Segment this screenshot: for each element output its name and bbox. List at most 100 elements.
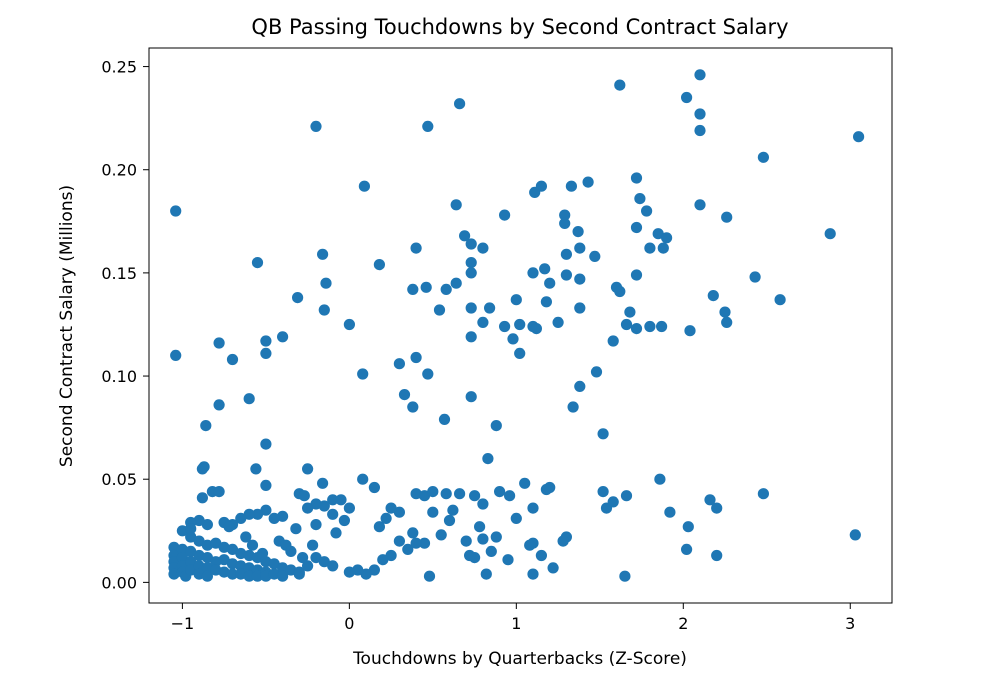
data-point [519,477,531,489]
data-point [235,512,247,525]
data-point [277,331,289,343]
data-point [243,570,255,582]
data-point [477,316,489,328]
data-point [704,494,716,506]
data-point [185,523,197,535]
data-point [440,283,452,295]
data-point [433,304,446,316]
y-tick-label: 0.25 [101,58,137,77]
data-point [757,488,770,500]
data-point [474,521,486,533]
data-point [681,543,693,556]
data-point [317,477,329,489]
data-point [251,570,264,582]
data-point [243,508,255,520]
data-point [318,304,330,316]
data-point [447,504,459,516]
data-point [652,228,664,240]
data-point [450,277,462,289]
data-point [268,568,280,580]
data-point [524,539,536,551]
data-point [235,568,247,580]
data-point [292,292,304,304]
data-point [410,351,422,364]
data-point [630,221,643,234]
data-point [582,176,594,188]
data-point [185,556,197,568]
data-point [260,438,272,450]
data-point [535,180,548,192]
data-point [201,519,213,531]
data-point [260,335,272,347]
data-point [707,290,719,302]
data-point [310,120,322,132]
data-point [218,554,230,566]
data-point [420,281,432,293]
data-point [721,211,733,223]
data-point [465,302,477,314]
data-point [527,267,539,279]
chart-title: QB Passing Touchdowns by Second Contract… [251,15,788,39]
data-point [310,519,322,531]
data-point [477,533,489,545]
data-point [185,545,197,558]
data-point [711,549,723,562]
data-point [327,494,339,506]
data-point [527,502,539,514]
data-point [465,391,477,403]
data-point [644,242,656,254]
data-point [574,302,586,314]
data-point [490,531,502,543]
data-point [620,490,633,502]
data-point [721,316,733,328]
data-point [504,490,516,502]
data-point [465,267,477,279]
data-point [318,500,330,512]
data-point [213,337,225,349]
data-point [358,180,370,192]
data-point [565,180,578,192]
data-point [535,549,548,562]
data-point [250,463,262,475]
data-point [480,568,492,580]
data-point [694,69,706,81]
data-point [574,242,586,254]
data-point [614,79,626,91]
data-point [260,347,272,359]
data-point [454,98,466,110]
data-point [499,320,511,333]
data-point [210,537,222,549]
data-point [201,539,213,551]
data-point [297,552,309,564]
data-point [200,420,212,432]
points-layer [168,69,865,582]
data-point [357,368,369,380]
data-point [597,486,609,498]
data-point [235,560,247,572]
data-point [226,543,239,556]
data-point [223,521,235,533]
data-point [343,502,355,514]
data-point [547,562,559,574]
data-point [607,335,619,347]
data-point [235,547,247,560]
y-tick-label: 0.10 [101,367,137,386]
data-point [465,331,477,343]
data-point [260,479,272,491]
data-point [393,506,405,518]
data-point [438,413,451,425]
data-point [544,277,556,289]
data-point [302,463,314,475]
data-point [450,199,462,211]
data-point [440,488,452,500]
data-point [260,504,272,516]
data-point [407,527,419,539]
data-point [435,529,447,541]
data-point [597,428,609,440]
data-point [251,508,264,520]
data-point [614,285,626,298]
data-point [560,269,573,281]
data-point [490,420,502,432]
y-axis-label: Second Contract Salary (Millions) [57,185,77,467]
data-point [757,151,770,163]
